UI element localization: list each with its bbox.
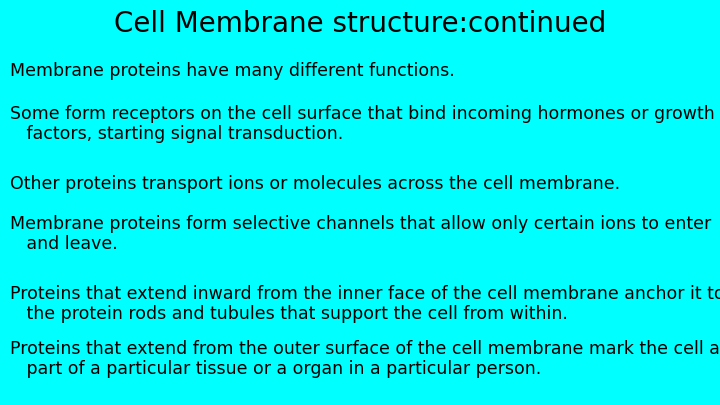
- Text: Membrane proteins have many different functions.: Membrane proteins have many different fu…: [10, 62, 455, 80]
- Text: the protein rods and tubules that support the cell from within.: the protein rods and tubules that suppor…: [10, 305, 568, 323]
- Text: Some form receptors on the cell surface that bind incoming hormones or growth: Some form receptors on the cell surface …: [10, 105, 715, 123]
- Text: and leave.: and leave.: [10, 235, 118, 253]
- Text: Other proteins transport ions or molecules across the cell membrane.: Other proteins transport ions or molecul…: [10, 175, 620, 193]
- Text: Proteins that extend from the outer surface of the cell membrane mark the cell a: Proteins that extend from the outer surf…: [10, 340, 720, 358]
- Text: Proteins that extend inward from the inner face of the cell membrane anchor it t: Proteins that extend inward from the inn…: [10, 285, 720, 303]
- Text: part of a particular tissue or a organ in a particular person.: part of a particular tissue or a organ i…: [10, 360, 541, 378]
- Text: Membrane proteins form selective channels that allow only certain ions to enter: Membrane proteins form selective channel…: [10, 215, 711, 233]
- Text: factors, starting signal transduction.: factors, starting signal transduction.: [10, 125, 343, 143]
- Text: Cell Membrane structure:continued: Cell Membrane structure:continued: [114, 10, 606, 38]
